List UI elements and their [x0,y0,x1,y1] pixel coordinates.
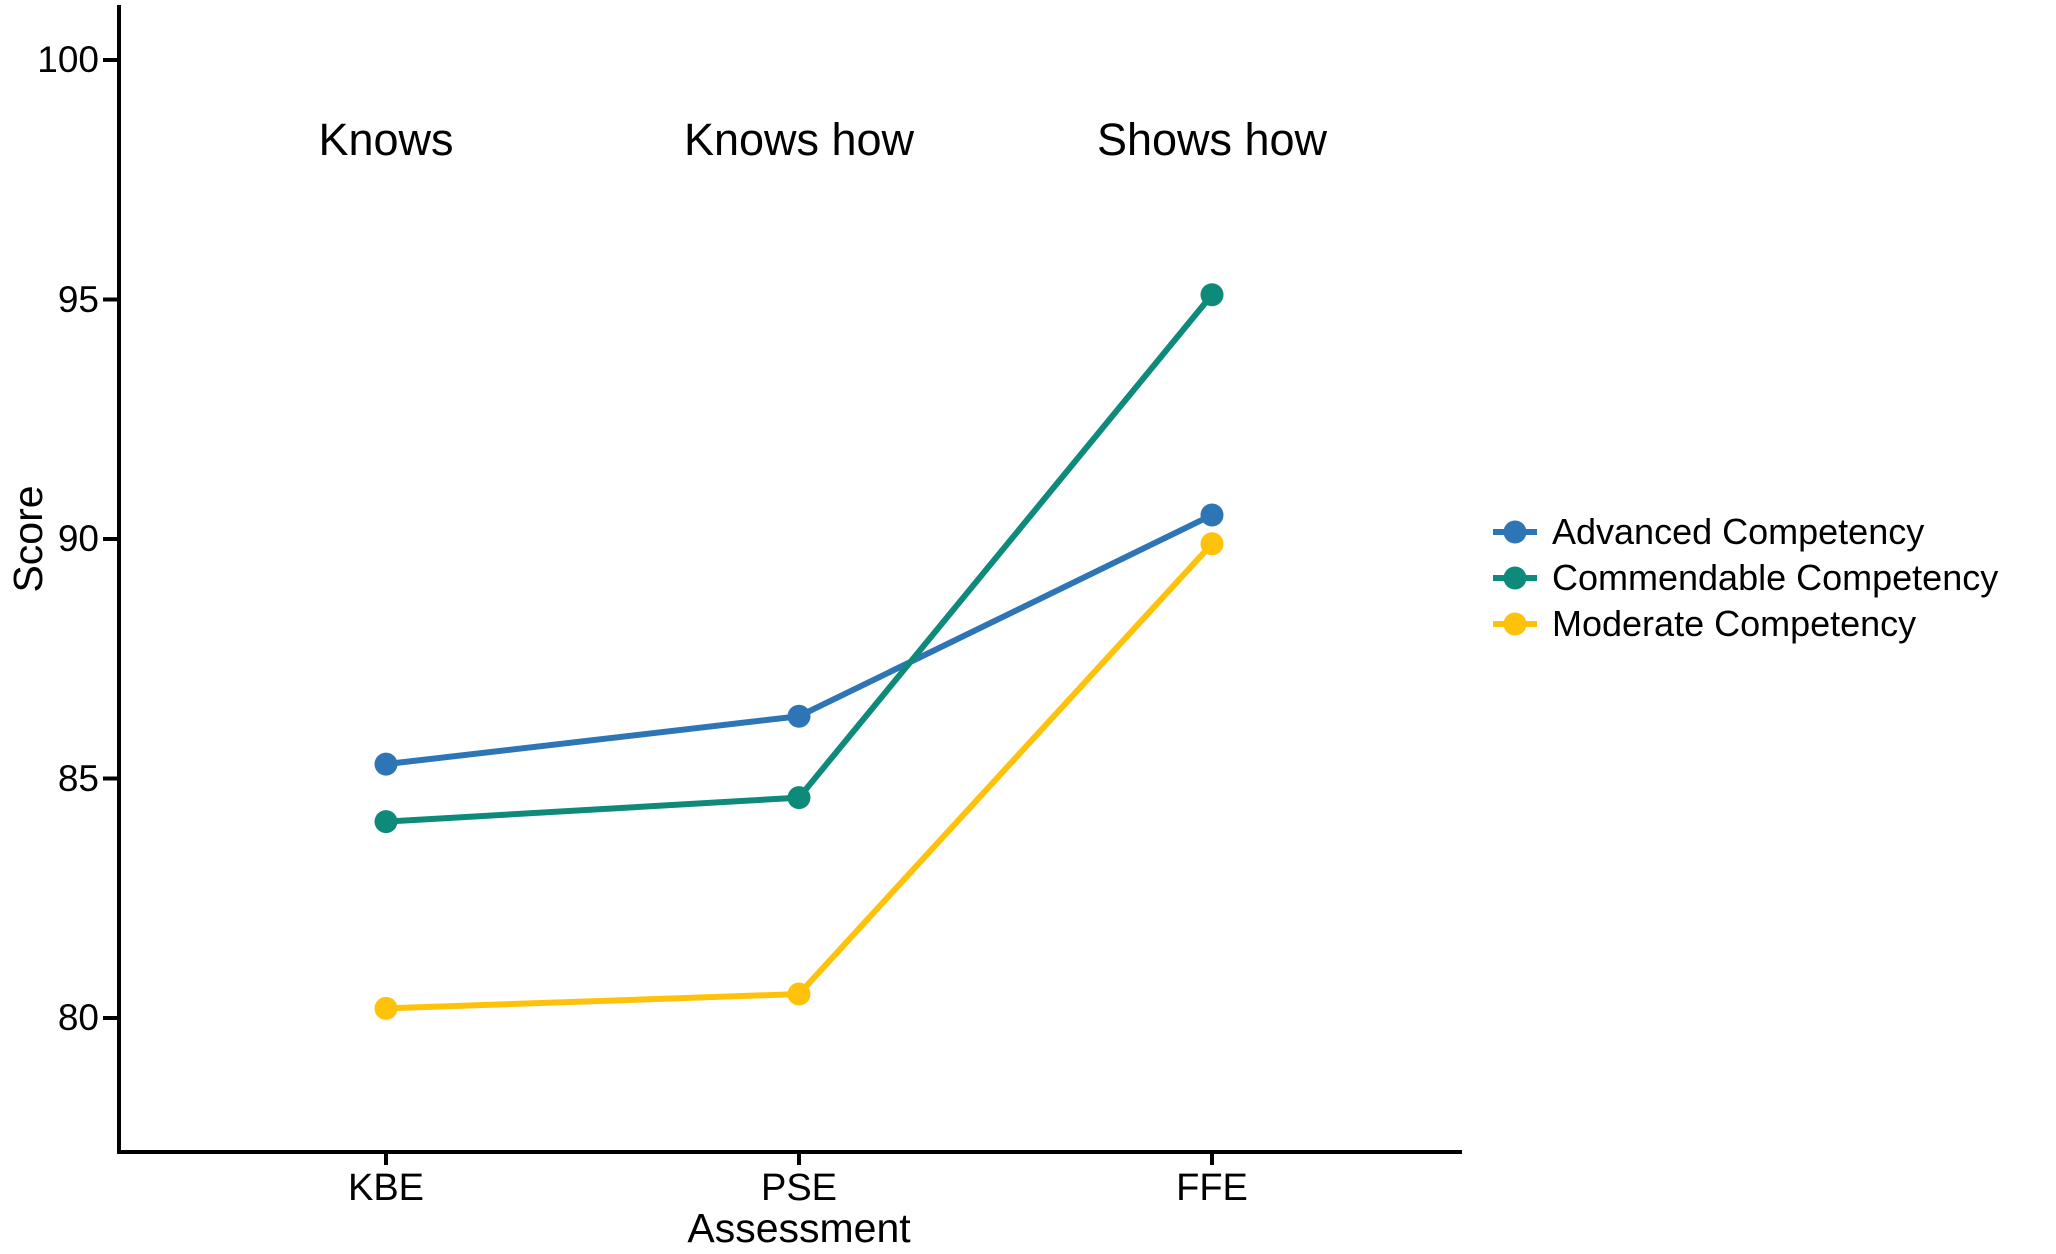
stage-annotation-shows-how: Shows how [1096,114,1328,165]
x-tick-label-kbe: KBE [347,1167,425,1209]
legend-marker-point-line-icon [1493,566,1537,590]
x-tick-label-pse: PSE [760,1167,838,1209]
stage-annotation-knows: Knows [318,114,454,165]
y-tick-label: 90 [57,518,99,559]
legend-marker-point-line-icon [1493,520,1537,544]
stage-annotation-knows-how: Knows how [683,114,915,165]
legend-label: Moderate Competency [1552,603,1917,644]
x-axis-title: Assessment [687,1205,911,1251]
y-tick-label: 85 [57,757,99,799]
legend-item-moderate-competency: Moderate Competency [1490,601,1998,647]
legend-item-commendable-competency: Commendable Competency [1490,555,1998,601]
y-tick-label: 80 [57,997,99,1038]
legend-label: Commendable Competency [1552,557,1999,598]
legend: Advanced Competency Commendable Competen… [1490,509,1998,647]
y-tick-label: 100 [37,39,99,80]
legend-marker-point-line-icon [1493,612,1537,636]
legend-item-advanced-competency: Advanced Competency [1490,509,1998,555]
y-tick-label: 95 [57,278,99,320]
legend-label: Advanced Competency [1552,511,1925,552]
x-tick-label-ffe: FFE [1176,1167,1248,1209]
